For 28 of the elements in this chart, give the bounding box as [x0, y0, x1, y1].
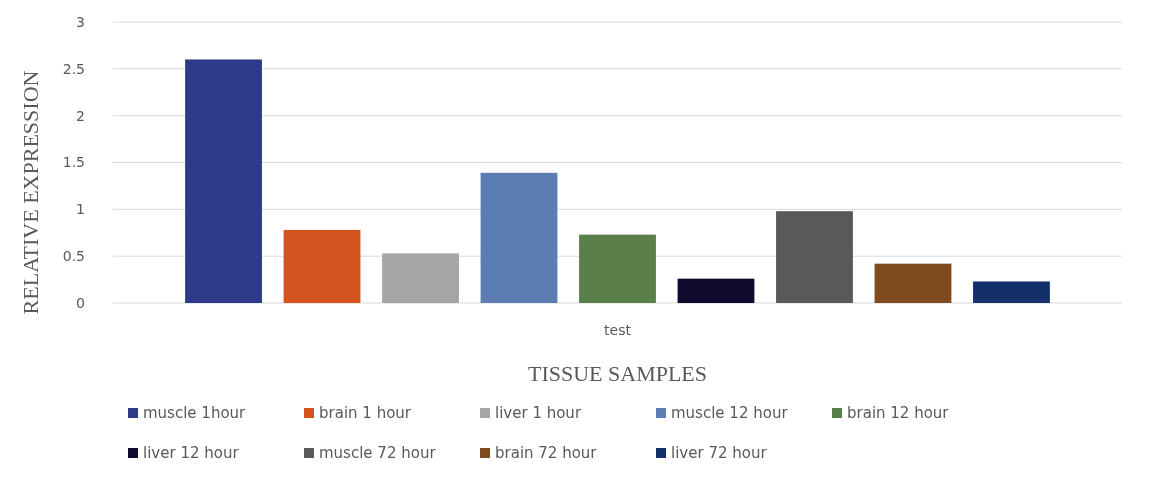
bar	[480, 172, 558, 303]
legend-label: brain 12 hour	[847, 404, 950, 422]
y-tick-label: 0	[76, 294, 85, 311]
x-tick-label: test	[604, 322, 632, 338]
bar	[973, 281, 1050, 303]
bar	[874, 263, 952, 303]
legend-label: brain 72 hour	[495, 444, 598, 462]
legend-label: muscle 12 hour	[671, 404, 789, 422]
legend-label: brain 1 hour	[319, 404, 412, 422]
bar	[283, 229, 361, 303]
legend-label: liver 1 hour	[495, 404, 582, 422]
bar	[776, 211, 853, 303]
bar	[185, 59, 262, 303]
legend-label: liver 72 hour	[671, 444, 768, 462]
y-tick-label: 3	[76, 13, 85, 30]
y-tick-label: 0.5	[62, 248, 85, 265]
legend-label: muscle 1hour	[143, 404, 247, 422]
legend-label: liver 12 hour	[143, 444, 240, 462]
bar	[382, 253, 459, 303]
legend-label: muscle 72 hour	[319, 444, 437, 462]
x-axis-title: TISSUE SAMPLES	[527, 361, 708, 386]
y-axis-title: RELATIVE EXPRESSION	[18, 70, 43, 315]
y-tick-label: 2.5	[62, 60, 85, 77]
y-tick-label: 1.5	[62, 154, 85, 171]
bar	[677, 278, 755, 303]
y-tick-label: 1	[76, 201, 85, 218]
y-tick-label: 2	[76, 107, 85, 124]
bar	[579, 234, 656, 303]
